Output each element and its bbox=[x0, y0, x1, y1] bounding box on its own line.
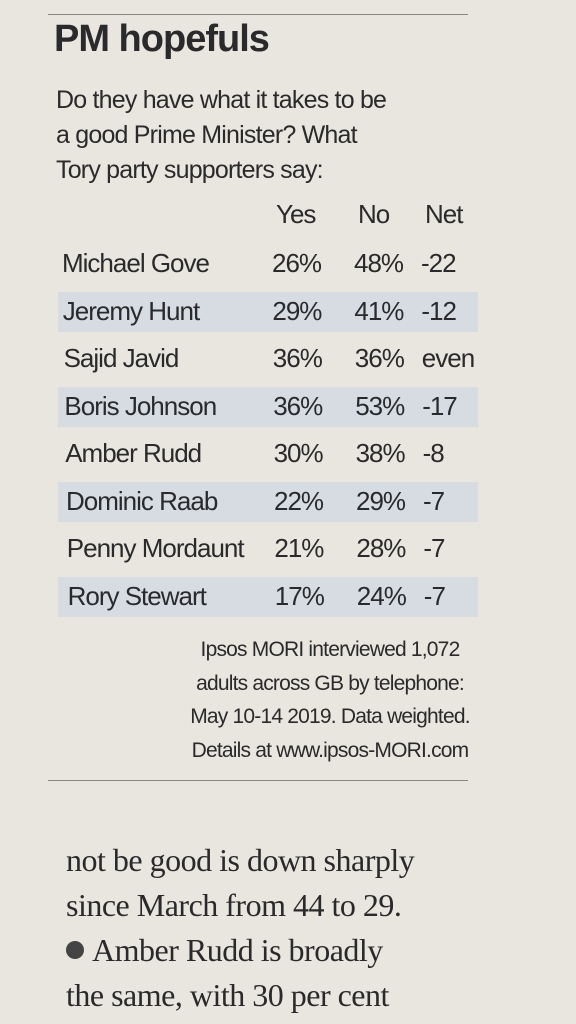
article-line: since March from 44 to 29. bbox=[66, 887, 402, 924]
row-label: Rory Stewart bbox=[67, 580, 207, 611]
footnote-line: Details at www.ipsos-MORI.com bbox=[191, 738, 470, 762]
cell-value: -22 bbox=[421, 248, 457, 278]
subtitle-line: a good Prime Minister? What bbox=[56, 121, 358, 149]
cell-value: -7 bbox=[423, 580, 446, 611]
article-text: not be good is down sharply bbox=[66, 842, 415, 878]
cell-value: 29% bbox=[272, 295, 322, 326]
cell-value: -7 bbox=[423, 485, 445, 516]
title: PM hopefuls bbox=[54, 18, 270, 60]
column-header: Yes bbox=[276, 199, 316, 229]
row-shading bbox=[58, 576, 478, 617]
cell-value: 41% bbox=[354, 295, 404, 326]
cell-value: 30% bbox=[273, 438, 324, 468]
cell-value: 28% bbox=[356, 533, 406, 563]
row-label: Jeremy Hunt bbox=[62, 295, 200, 326]
top-rule bbox=[48, 14, 468, 15]
column-header: Net bbox=[425, 199, 463, 229]
row-shading bbox=[58, 386, 478, 427]
footnote-line: Ipsos MORI interviewed 1,072 bbox=[200, 638, 461, 661]
footnote-line: adults across GB by telephone: bbox=[196, 671, 465, 695]
subtitle-line: Tory party supporters say: bbox=[56, 156, 324, 184]
cell-value: 29% bbox=[356, 485, 406, 516]
article-text: the same, with 30 per cent bbox=[66, 977, 389, 1013]
cell-value: 36% bbox=[273, 390, 323, 421]
cell-value: 36% bbox=[272, 343, 323, 373]
subtitle-line: Do they have what it takes to be bbox=[56, 86, 387, 114]
bottom-rule bbox=[48, 780, 468, 781]
row-label: Amber Rudd bbox=[65, 438, 202, 468]
cell-value: 17% bbox=[274, 580, 325, 611]
row-shading bbox=[58, 481, 478, 522]
row-label: Michael Gove bbox=[62, 248, 210, 278]
cell-value: 21% bbox=[274, 533, 324, 563]
article-text: Amber Rudd is broadly bbox=[92, 932, 383, 968]
cell-value: even bbox=[421, 343, 475, 373]
cell-value: -8 bbox=[422, 438, 445, 468]
cell-value: 38% bbox=[355, 438, 406, 468]
cell-value: 22% bbox=[274, 485, 324, 516]
cell-value: 53% bbox=[355, 390, 405, 421]
article-text: since March from 44 to 29. bbox=[66, 887, 402, 923]
article-line: Amber Rudd is broadly bbox=[66, 932, 383, 969]
cell-value: 48% bbox=[354, 248, 404, 278]
bullet bbox=[66, 941, 84, 959]
row-shading bbox=[58, 291, 478, 332]
row-label: Sajid Javid bbox=[63, 343, 180, 373]
row-label: Boris Johnson bbox=[64, 390, 217, 421]
cell-value: 36% bbox=[354, 343, 405, 373]
cell-value: 24% bbox=[356, 580, 407, 611]
cell-value: 26% bbox=[272, 248, 322, 278]
article-line: not be good is down sharply bbox=[66, 842, 415, 879]
row-label: Penny Mordaunt bbox=[66, 533, 245, 563]
row-label: Dominic Raab bbox=[66, 485, 218, 516]
article-line: the same, with 30 per cent bbox=[66, 977, 389, 1014]
cell-value: -7 bbox=[423, 533, 445, 563]
cell-value: -17 bbox=[422, 390, 458, 421]
footnote-line: May 10-14 2019. Data weighted. bbox=[190, 705, 470, 728]
column-header: No bbox=[358, 199, 390, 229]
cell-value: -12 bbox=[421, 295, 457, 326]
